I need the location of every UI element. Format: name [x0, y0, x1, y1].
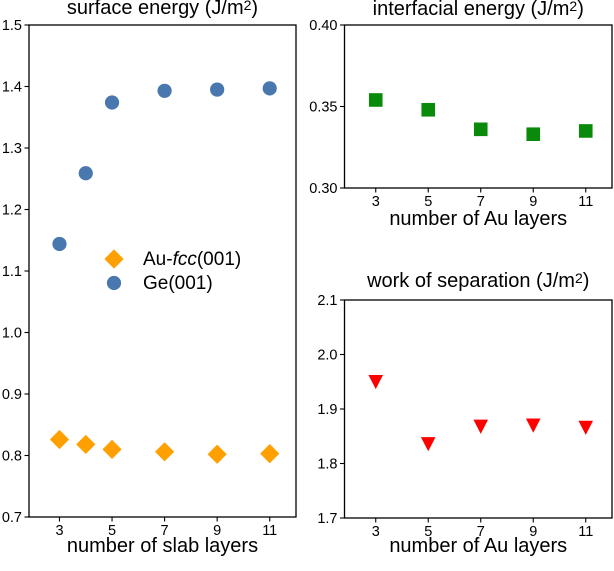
- svg-text:3: 3: [372, 524, 380, 540]
- svg-text:number of Au layers: number of Au layers: [389, 535, 567, 557]
- svg-text:1.5: 1.5: [2, 18, 22, 34]
- svg-text:11: 11: [262, 523, 277, 539]
- svg-text:3: 3: [372, 194, 380, 210]
- svg-text:number of slab layers: number of slab layers: [67, 535, 258, 557]
- svg-text:0.8: 0.8: [2, 448, 22, 464]
- svg-text:1.9: 1.9: [317, 402, 337, 418]
- svg-text:Ge(001): Ge(001): [143, 273, 213, 294]
- svg-text:interfacial energy (J/m2): interfacial energy (J/m2): [373, 0, 584, 20]
- svg-text:0.35: 0.35: [309, 99, 337, 115]
- svg-text:1.8: 1.8: [317, 456, 337, 472]
- svg-text:11: 11: [578, 524, 593, 540]
- svg-text:1.0: 1.0: [2, 325, 22, 341]
- svg-text:0.40: 0.40: [309, 18, 337, 34]
- svg-text:11: 11: [578, 194, 593, 210]
- svg-text:1.1: 1.1: [2, 264, 22, 280]
- svg-text:2.0: 2.0: [317, 347, 337, 363]
- svg-text:0.7: 0.7: [2, 510, 22, 526]
- svg-text:Au-fcc(001): Au-fcc(001): [143, 249, 241, 270]
- svg-text:1.2: 1.2: [2, 202, 22, 218]
- svg-text:1.3: 1.3: [2, 141, 22, 157]
- svg-text:0.9: 0.9: [2, 387, 22, 403]
- svg-text:surface energy (J/m2): surface energy (J/m2): [67, 0, 258, 19]
- svg-text:number of Au layers: number of Au layers: [389, 208, 567, 230]
- svg-text:0.30: 0.30: [309, 181, 337, 197]
- svg-text:work of separation (J/m2): work of separation (J/m2): [366, 270, 589, 292]
- svg-text:1.4: 1.4: [2, 79, 22, 95]
- svg-text:3: 3: [55, 523, 63, 539]
- svg-text:1.7: 1.7: [317, 511, 337, 527]
- svg-text:2.1: 2.1: [317, 293, 337, 309]
